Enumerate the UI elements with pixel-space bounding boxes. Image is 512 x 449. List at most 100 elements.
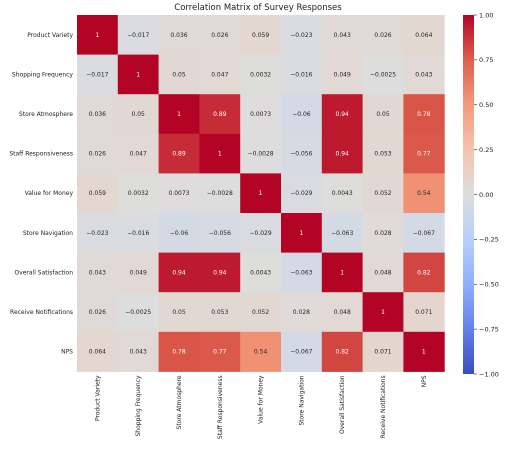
cell-value-label: 0.94 (172, 269, 186, 276)
heatmap-cell (240, 213, 282, 254)
cell-value-label: 0.043 (89, 269, 106, 276)
cell-value-label: 1 (95, 32, 99, 39)
heatmap-cell (117, 15, 160, 56)
cell-value-label: 0.047 (130, 151, 147, 158)
heatmap-cell (199, 213, 241, 254)
heatmap-cell (281, 133, 323, 174)
heatmap-cell (321, 331, 364, 372)
heatmap-cell (281, 54, 323, 95)
cell-value-label: −0.023 (290, 32, 312, 39)
cell-value-label: 0.071 (374, 349, 391, 356)
cell-value-label: 0.94 (336, 151, 350, 158)
heatmap-cell (77, 213, 119, 254)
heatmap-cell (117, 54, 160, 95)
cell-value-label: 0.048 (334, 309, 351, 316)
cell-value-label: 0.94 (336, 111, 350, 118)
cell-value-label: −0.063 (290, 269, 312, 276)
heatmap-cell (117, 173, 160, 214)
heatmap-cell (199, 173, 241, 214)
heatmap-cell (362, 15, 404, 56)
heatmap-cell (117, 213, 160, 254)
heatmap-cell (117, 94, 160, 135)
column-labels: Product Variety Shopping Frequency Store A… (94, 375, 427, 439)
row-label: Product Variety (27, 32, 73, 39)
cell-value-label: 0.043 (130, 349, 147, 356)
heatmap-cell (362, 173, 404, 214)
colorbar-tick-label: 0.50 (479, 101, 493, 109)
cell-value-label: 0.043 (334, 32, 351, 39)
column-label: Value for Money (258, 375, 265, 424)
cell-value-label: 1 (422, 349, 426, 356)
cell-value-label: 0.028 (293, 309, 310, 316)
cell-value-label: 0.54 (417, 190, 431, 197)
cell-value-label: 0.78 (172, 349, 186, 356)
heatmap-cell (281, 252, 323, 293)
heatmap-cell (362, 133, 404, 174)
column-label: Product Variety (94, 375, 101, 421)
heatmap-cell (281, 292, 323, 333)
heatmap-cell (321, 133, 364, 174)
cell-value-label: −0.0028 (207, 190, 233, 197)
chart-title: Correlation Matrix of Survey Responses (174, 3, 342, 13)
cell-value-label: −0.0028 (248, 151, 274, 158)
heatmap-cell (77, 292, 119, 333)
cell-value-label: 0.049 (130, 269, 147, 276)
heatmap-cell (321, 213, 364, 254)
cell-value-label: 0.047 (211, 71, 228, 78)
heatmap-cell (240, 292, 282, 333)
cell-value-label: 1 (136, 71, 140, 78)
colorbar-tick-label: −0.50 (479, 281, 499, 289)
cell-value-label: 0.94 (213, 269, 227, 276)
cell-value-label: −0.06 (170, 230, 189, 237)
cell-value-label: 1 (259, 190, 263, 197)
heatmap-cell (77, 54, 119, 95)
column-label: Shopping Frequency (135, 375, 142, 437)
cell-value-label: 0.059 (89, 190, 106, 197)
cell-value-label: 0.82 (417, 269, 431, 276)
cell-value-label: 1 (299, 230, 303, 237)
heatmap-cell (158, 133, 200, 174)
cell-value-label: −0.063 (331, 230, 353, 237)
cell-value-label: 0.0032 (128, 190, 149, 197)
heatmap-cell (240, 252, 282, 293)
cell-value-label: 0.053 (374, 151, 391, 158)
cell-value-label: 0.89 (172, 151, 186, 158)
cell-value-label: 0.026 (89, 151, 106, 158)
cell-value-label: 0.0043 (332, 190, 353, 197)
heatmap-cell (240, 54, 282, 95)
heatmap-cell (362, 94, 404, 135)
colorbar-tick-label: 1.00 (479, 11, 493, 19)
heatmap-cell (199, 54, 241, 95)
heatmap-cell (281, 213, 323, 254)
heatmap-cell (403, 292, 445, 333)
heatmap-cell (321, 94, 364, 135)
heatmap-cell (362, 331, 404, 372)
cell-value-label: 0.54 (254, 349, 268, 356)
heatmap-cell (77, 133, 119, 174)
heatmap-cell (403, 94, 445, 135)
colorbar-tick-label: 0.00 (479, 191, 493, 199)
heatmap-cell (281, 15, 323, 56)
heatmap-cell (77, 252, 119, 293)
heatmap-cell (117, 252, 160, 293)
heatmap-cell (158, 54, 200, 95)
heatmap-cell (403, 15, 445, 56)
column-label: NPS (421, 375, 428, 387)
cell-value-label: 0.026 (89, 309, 106, 316)
cell-value-label: −0.029 (290, 190, 312, 197)
heatmap-cell (362, 252, 404, 293)
cell-value-label: −0.056 (290, 151, 312, 158)
row-label: Receive Notifications (10, 309, 73, 316)
heatmap-cell (281, 94, 323, 135)
column-label: Store Atmosphere (176, 375, 183, 429)
row-label: Staff Responsiveness (9, 151, 73, 158)
cell-value-label: −0.06 (292, 111, 311, 118)
heatmap-cell (117, 133, 160, 174)
cell-value-label: 0.0073 (169, 190, 190, 197)
cell-value-label: 0.05 (132, 111, 146, 118)
cell-value-label: 1 (218, 151, 222, 158)
cell-value-label: −0.017 (127, 32, 149, 39)
heatmap-cell (117, 292, 160, 333)
colorbar: −1.00 −0.75 −0.50 −0.25 0.00 0.25 0.50 0.75 1.00 (463, 11, 499, 378)
